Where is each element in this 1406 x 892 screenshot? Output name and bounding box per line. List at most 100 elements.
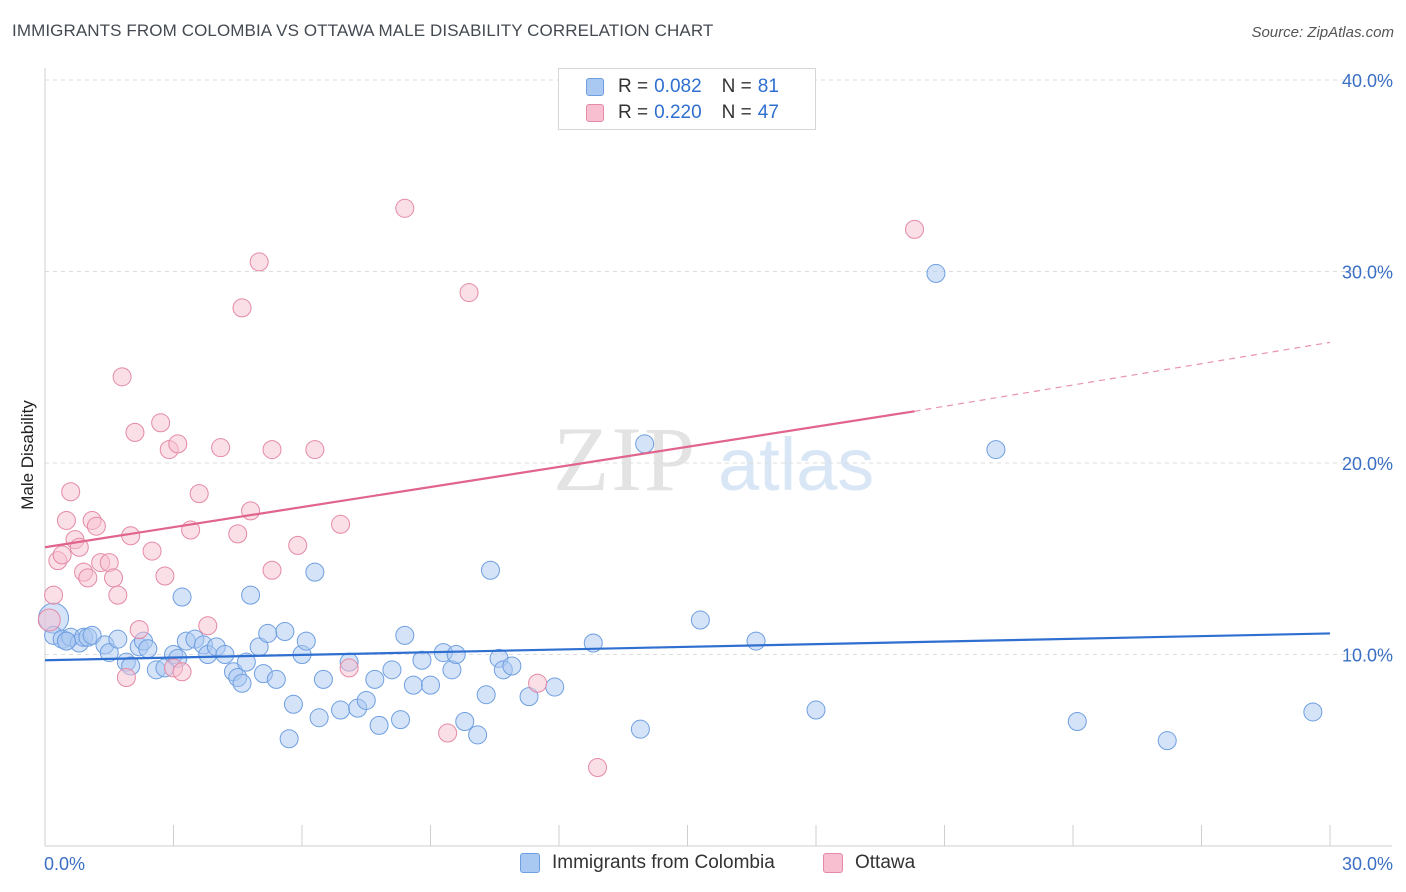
point-ottawa [168, 434, 188, 454]
point-immigrants [138, 639, 158, 659]
legend-swatch-immigrants [586, 78, 604, 96]
point-ottawa [151, 413, 171, 433]
point-immigrants [446, 645, 466, 664]
point-ottawa [339, 658, 359, 678]
source-credit: Source: ZipAtlas.com [1251, 24, 1394, 41]
point-immigrants [391, 710, 411, 730]
point-ottawa [116, 667, 136, 687]
point-ottawa [395, 198, 415, 218]
point-immigrants [630, 719, 650, 739]
point-ottawa [232, 298, 252, 318]
point-immigrants [480, 560, 500, 580]
point-ottawa [305, 440, 325, 460]
axes [44, 68, 1392, 847]
point-immigrants [258, 623, 278, 643]
point-immigrants [1303, 702, 1323, 722]
point-ottawa [125, 422, 145, 442]
trend-line-immigrants [44, 632, 1331, 662]
point-immigrants [476, 685, 496, 705]
point-ottawa [249, 252, 269, 272]
point-immigrants [232, 673, 252, 693]
point-ottawa [78, 568, 98, 588]
point-ottawa [142, 541, 162, 561]
point-immigrants [395, 625, 415, 645]
point-immigrants [455, 712, 475, 732]
point-immigrants [690, 610, 710, 630]
bottom-legend-label-immigrants: Immigrants from Colombia [552, 852, 775, 873]
point-ottawa [172, 662, 192, 682]
point-immigrants [369, 715, 389, 735]
bottom-legend-immigrants: Immigrants from Colombia [520, 852, 775, 874]
point-immigrants [241, 585, 261, 605]
point-immigrants [82, 625, 102, 645]
y-tick-label: 10.0% [1342, 646, 1393, 666]
legend-n-label: N = [721, 102, 752, 123]
point-ottawa [112, 367, 132, 387]
grid-lines [45, 79, 1392, 655]
point-ottawa [905, 219, 925, 239]
point-immigrants [412, 650, 432, 670]
y-tick-label: 20.0% [1342, 454, 1393, 474]
point-ottawa [438, 723, 458, 743]
legend-r-label: R = [618, 76, 649, 97]
point-immigrants [266, 669, 286, 689]
point-ottawa [108, 585, 128, 605]
trend-lines [44, 341, 1331, 662]
point-immigrants [215, 645, 235, 664]
point-ottawa [56, 510, 76, 530]
point-ottawa [211, 438, 231, 458]
point-immigrants [56, 631, 76, 651]
point-immigrants [365, 669, 385, 689]
point-immigrants [356, 690, 376, 710]
point-immigrants [331, 700, 351, 720]
point-immigrants [283, 694, 303, 714]
point-ottawa [86, 516, 106, 536]
bottom-legend-label-ottawa: Ottawa [855, 852, 916, 873]
legend-swatch-ottawa [586, 104, 604, 122]
bottom-legend-swatch-immigrants [520, 853, 540, 873]
point-immigrants [926, 263, 946, 283]
legend-r-value: 0.082 [654, 76, 702, 97]
bottom-legend-ottawa: Ottawa [823, 852, 915, 874]
x-tick-label: 0.0% [44, 854, 85, 874]
legend-r-label: R = [618, 102, 649, 123]
point-immigrants [986, 440, 1006, 460]
point-immigrants [806, 700, 826, 720]
point-immigrants [502, 656, 522, 676]
point-immigrants [545, 677, 565, 697]
tick-labels: 10.0% 20.0% 30.0% 40.0% 0.0% 30.0% [44, 71, 1393, 874]
point-ottawa [262, 440, 282, 460]
point-ottawa [52, 545, 72, 565]
point-ottawa [228, 524, 248, 544]
point-ottawa [189, 484, 209, 504]
point-immigrants [275, 622, 295, 642]
point-ottawa [44, 585, 64, 605]
point-ottawa [331, 514, 351, 534]
point-immigrants [635, 434, 655, 454]
point-immigrants [236, 652, 256, 672]
point-immigrants [403, 675, 423, 695]
point-immigrants [305, 562, 325, 582]
legend-row-ottawa: R = 0.220 N = 47 [586, 101, 779, 125]
point-immigrants [309, 708, 329, 728]
point-immigrants [583, 633, 603, 653]
legend-r-value: 0.220 [654, 102, 702, 123]
stats-legend: R = 0.082 N = 81 R = 0.220 N = 47 [558, 68, 816, 130]
point-immigrants [296, 631, 316, 651]
chart-title: IMMIGRANTS FROM COLOMBIA VS OTTAWA MALE … [12, 21, 714, 40]
point-immigrants [99, 643, 119, 663]
bottom-legend-swatch-ottawa [823, 853, 843, 873]
point-ottawa [104, 568, 124, 588]
watermark-zip: ZIP [553, 408, 697, 510]
y-axis-label: Male Disability [18, 400, 37, 510]
point-immigrants [421, 675, 440, 695]
point-ottawa [37, 608, 61, 632]
y-tick-label: 30.0% [1342, 263, 1393, 283]
legend-n-value: 81 [757, 76, 779, 97]
point-ottawa [262, 560, 282, 580]
point-ottawa [588, 757, 608, 777]
point-immigrants [1067, 712, 1087, 732]
point-immigrants [382, 660, 402, 680]
point-immigrants [108, 629, 128, 649]
